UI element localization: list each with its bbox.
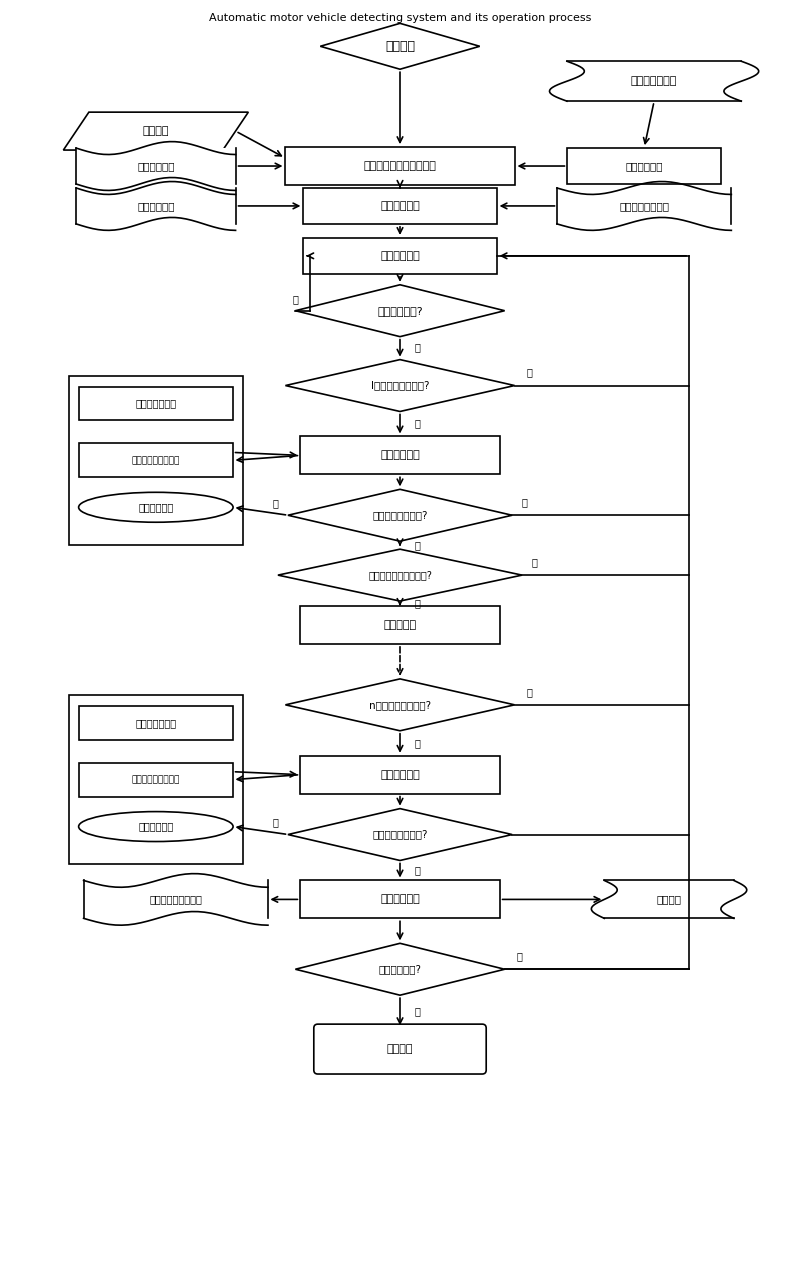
FancyBboxPatch shape: [567, 148, 722, 184]
Text: 进入下工位: 进入下工位: [383, 620, 417, 630]
FancyBboxPatch shape: [286, 148, 514, 185]
FancyBboxPatch shape: [78, 763, 233, 797]
Text: 有: 有: [415, 419, 421, 429]
FancyBboxPatch shape: [303, 238, 497, 274]
Text: 否: 否: [273, 817, 278, 827]
FancyBboxPatch shape: [300, 755, 500, 793]
Text: 检测数据鉴定、存储: 检测数据鉴定、存储: [132, 456, 180, 465]
Polygon shape: [604, 880, 734, 918]
Text: 全部检测完成?: 全部检测完成?: [378, 965, 422, 975]
FancyBboxPatch shape: [78, 706, 233, 740]
Text: 有无上线车辆?: 有无上线车辆?: [377, 305, 423, 315]
Text: 是: 是: [415, 865, 421, 875]
FancyBboxPatch shape: [78, 387, 233, 420]
Ellipse shape: [78, 492, 233, 522]
Polygon shape: [320, 24, 480, 69]
Polygon shape: [295, 285, 505, 337]
Polygon shape: [278, 550, 522, 601]
Polygon shape: [288, 489, 512, 541]
Text: 无: 无: [293, 294, 298, 304]
Polygon shape: [76, 148, 235, 184]
Text: 有: 有: [415, 738, 421, 748]
Text: 无: 无: [526, 367, 533, 377]
Text: 无: 无: [531, 557, 538, 567]
Polygon shape: [76, 188, 235, 224]
Ellipse shape: [78, 812, 233, 841]
Text: 人工中断工位检测?: 人工中断工位检测?: [372, 511, 428, 521]
Polygon shape: [84, 880, 268, 918]
Text: 号牌号码识别: 号牌号码识别: [626, 161, 663, 171]
Text: 车辆信息、检测参数录入: 车辆信息、检测参数录入: [363, 161, 437, 171]
Text: 数据采集、控制: 数据采集、控制: [135, 398, 177, 409]
Text: 检测数据鉴定、存储: 检测数据鉴定、存储: [132, 776, 180, 784]
Text: 检测开始: 检测开始: [385, 40, 415, 53]
Text: 质检单、报告单打印: 质检单、报告单打印: [150, 894, 202, 904]
FancyBboxPatch shape: [78, 444, 233, 478]
Text: 否: 否: [273, 498, 278, 508]
Text: 检测结束: 检测结束: [386, 1044, 414, 1054]
Text: 进行项目检测: 进行项目检测: [380, 769, 420, 779]
FancyBboxPatch shape: [300, 436, 500, 474]
Polygon shape: [286, 359, 514, 411]
Text: 检测信息显示: 检测信息显示: [138, 502, 174, 512]
Text: I工位有无检测项目?: I工位有无检测项目?: [370, 381, 430, 391]
Text: 无: 无: [526, 687, 533, 697]
FancyBboxPatch shape: [303, 188, 497, 224]
Text: 车辆信息数据库: 车辆信息数据库: [631, 76, 678, 86]
Text: 检测类别关联选择: 检测类别关联选择: [619, 200, 669, 211]
Text: 车辆上线调度: 车辆上线调度: [380, 251, 420, 261]
Polygon shape: [63, 112, 248, 150]
Polygon shape: [69, 695, 243, 865]
Text: 信息模板录入: 信息模板录入: [137, 161, 174, 171]
Text: 否: 否: [517, 951, 522, 961]
Text: 无: 无: [522, 497, 527, 507]
Text: 人工录入: 人工录入: [142, 126, 169, 136]
Text: 是: 是: [415, 540, 421, 550]
FancyBboxPatch shape: [314, 1024, 486, 1074]
Polygon shape: [567, 62, 742, 101]
Text: Automatic motor vehicle detecting system and its operation process: Automatic motor vehicle detecting system…: [209, 14, 591, 24]
Text: 检测数据处理: 检测数据处理: [380, 894, 420, 904]
FancyBboxPatch shape: [300, 607, 500, 644]
Polygon shape: [288, 808, 512, 860]
Text: 有: 有: [415, 598, 421, 608]
Text: n工位有无检测项目?: n工位有无检测项目?: [369, 700, 431, 710]
Text: 进行项目检测: 进行项目检测: [380, 450, 420, 460]
Text: 项目模板选择: 项目模板选择: [137, 200, 174, 211]
Text: 人工中断工位检测?: 人工中断工位检测?: [372, 830, 428, 840]
Text: 检测项目选择: 检测项目选择: [380, 200, 420, 211]
Polygon shape: [69, 376, 243, 545]
Text: 数据采集、控制: 数据采集、控制: [135, 718, 177, 728]
Text: 是: 是: [415, 1006, 421, 1016]
Text: 数据存储: 数据存储: [657, 894, 682, 904]
Text: 后续工位有无检测项目?: 后续工位有无检测项目?: [368, 570, 432, 580]
Polygon shape: [286, 678, 514, 731]
Polygon shape: [295, 943, 505, 995]
Text: 检测信息显示: 检测信息显示: [138, 822, 174, 831]
FancyBboxPatch shape: [300, 880, 500, 918]
Text: 有: 有: [415, 343, 421, 353]
Polygon shape: [557, 188, 731, 224]
